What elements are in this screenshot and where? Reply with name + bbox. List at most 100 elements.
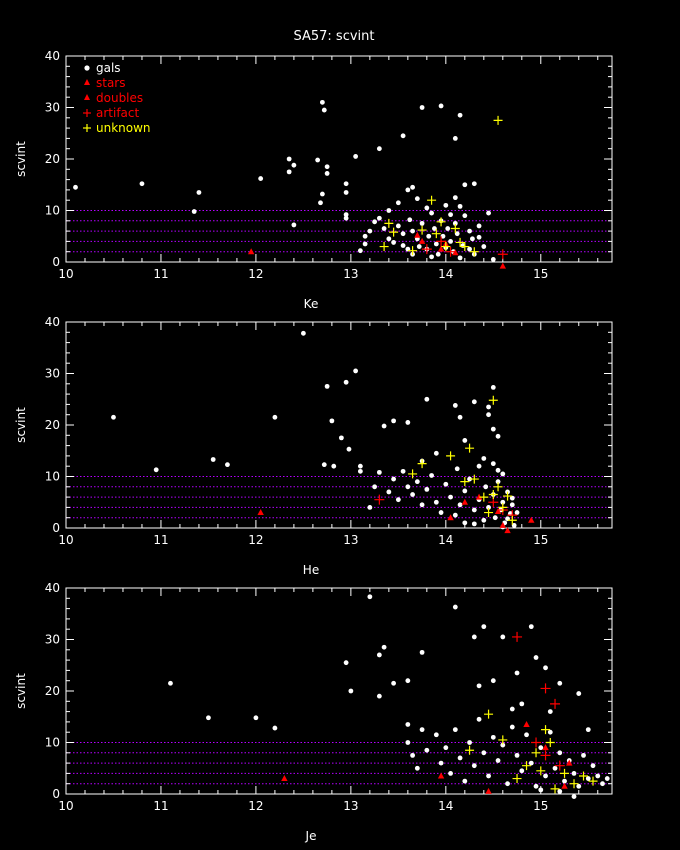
data-point-gals: [440, 233, 446, 239]
data-point-gals: [372, 484, 378, 490]
data-point-gals: [585, 776, 591, 781]
data-point-gals: [452, 727, 458, 733]
y-tick-label: 10: [45, 470, 60, 484]
data-point-gals: [476, 683, 482, 689]
data-point-gals: [452, 136, 458, 141]
x-tick-label: 11: [153, 799, 168, 813]
data-point-gals: [486, 505, 491, 510]
data-point-gals: [590, 763, 596, 769]
data-point-gals: [604, 776, 610, 781]
legend: gals stars doubles artifact unknown: [83, 61, 151, 135]
series-unknown: [408, 395, 517, 525]
data-point-gals: [424, 205, 430, 211]
data-point-gals: [410, 752, 415, 758]
data-point-unknown: [408, 246, 418, 256]
data-point-gals: [547, 729, 553, 735]
data-point-gals: [448, 494, 453, 500]
data-point-gals: [376, 215, 382, 221]
data-point-artifact: [550, 698, 561, 709]
data-point-gals: [452, 195, 458, 201]
data-point-unknown: [460, 477, 470, 487]
data-point-gals: [343, 181, 349, 187]
data-point-gals: [405, 740, 411, 745]
data-point-gals: [471, 181, 477, 187]
data-point-gals: [210, 457, 216, 462]
data-point-gals: [410, 228, 415, 234]
data-point-gals: [353, 154, 359, 159]
data-point-gals: [481, 624, 487, 630]
data-point-gals: [576, 691, 582, 696]
data-point-gals: [476, 234, 482, 240]
data-point-gals: [457, 502, 463, 508]
data-point-gals: [457, 755, 463, 761]
y-tick-label: 0: [52, 787, 60, 801]
data-point-gals: [395, 223, 401, 229]
data-point-gals: [462, 488, 468, 494]
y-tick-label: 20: [45, 152, 60, 166]
y-tick-label: 10: [45, 204, 60, 218]
data-point-gals: [111, 414, 116, 420]
data-point-gals: [286, 169, 292, 175]
y-axis-label: scvint: [14, 407, 28, 443]
y-tick-label: 30: [45, 101, 60, 115]
data-point-stars: [447, 514, 454, 521]
data-point-gals: [343, 212, 349, 218]
x-tick-label: 12: [248, 533, 263, 547]
data-point-gals: [457, 203, 463, 209]
data-point-gals: [524, 732, 529, 738]
data-point-unknown: [417, 225, 427, 235]
y-tick-label: 0: [52, 521, 60, 535]
data-point-gals: [419, 502, 425, 508]
data-point-gals: [438, 760, 444, 766]
data-point-gals: [462, 520, 468, 526]
data-point-gals: [253, 715, 259, 721]
data-point-gals: [391, 680, 396, 686]
legend-stars-label: stars: [96, 76, 126, 90]
data-point-gals: [343, 379, 349, 385]
data-point-unknown: [498, 502, 508, 512]
data-point-gals: [538, 787, 544, 793]
data-point-artifact: [497, 249, 508, 260]
y-tick-label: 0: [52, 255, 60, 269]
legend-doubles-label: doubles: [96, 91, 143, 105]
data-point-stars: [418, 237, 426, 244]
data-point-gals: [505, 781, 510, 787]
data-point-gals: [433, 499, 439, 505]
data-point-unknown: [431, 229, 441, 239]
data-point-stars: [542, 744, 549, 751]
data-point-gals: [471, 399, 477, 405]
data-point-gals: [367, 505, 373, 510]
data-point-gals: [272, 414, 278, 420]
data-point-gals: [343, 660, 349, 666]
y-tick-label: 40: [45, 315, 60, 329]
x-tick-label: 12: [248, 799, 263, 813]
data-point-gals: [343, 215, 349, 221]
data-point-gals: [367, 228, 373, 234]
data-point-gals: [433, 241, 439, 247]
data-point-gals: [348, 688, 354, 694]
data-point-gals: [153, 467, 159, 473]
data-point-gals: [376, 469, 382, 475]
data-point-gals: [470, 236, 475, 242]
series-unknown: [465, 709, 598, 794]
data-point-gals: [476, 463, 482, 469]
data-point-gals: [318, 200, 323, 206]
data-point-gals: [381, 226, 387, 231]
data-point-gals: [414, 765, 420, 771]
data-point-gals: [500, 499, 506, 505]
data-point-unknown: [550, 784, 560, 794]
data-point-gals: [576, 783, 582, 789]
data-point-gals: [543, 773, 548, 779]
data-point-unknown: [484, 508, 494, 518]
data-point-gals: [353, 368, 359, 374]
x-tick-label: 15: [533, 267, 548, 281]
x-tick-label: 11: [153, 267, 168, 281]
data-point-gals: [443, 481, 449, 487]
data-point-gals: [362, 233, 368, 239]
data-point-gals: [490, 426, 496, 432]
data-point-artifact: [436, 236, 447, 247]
data-point-gals: [495, 479, 501, 485]
data-point-gals: [376, 652, 382, 658]
